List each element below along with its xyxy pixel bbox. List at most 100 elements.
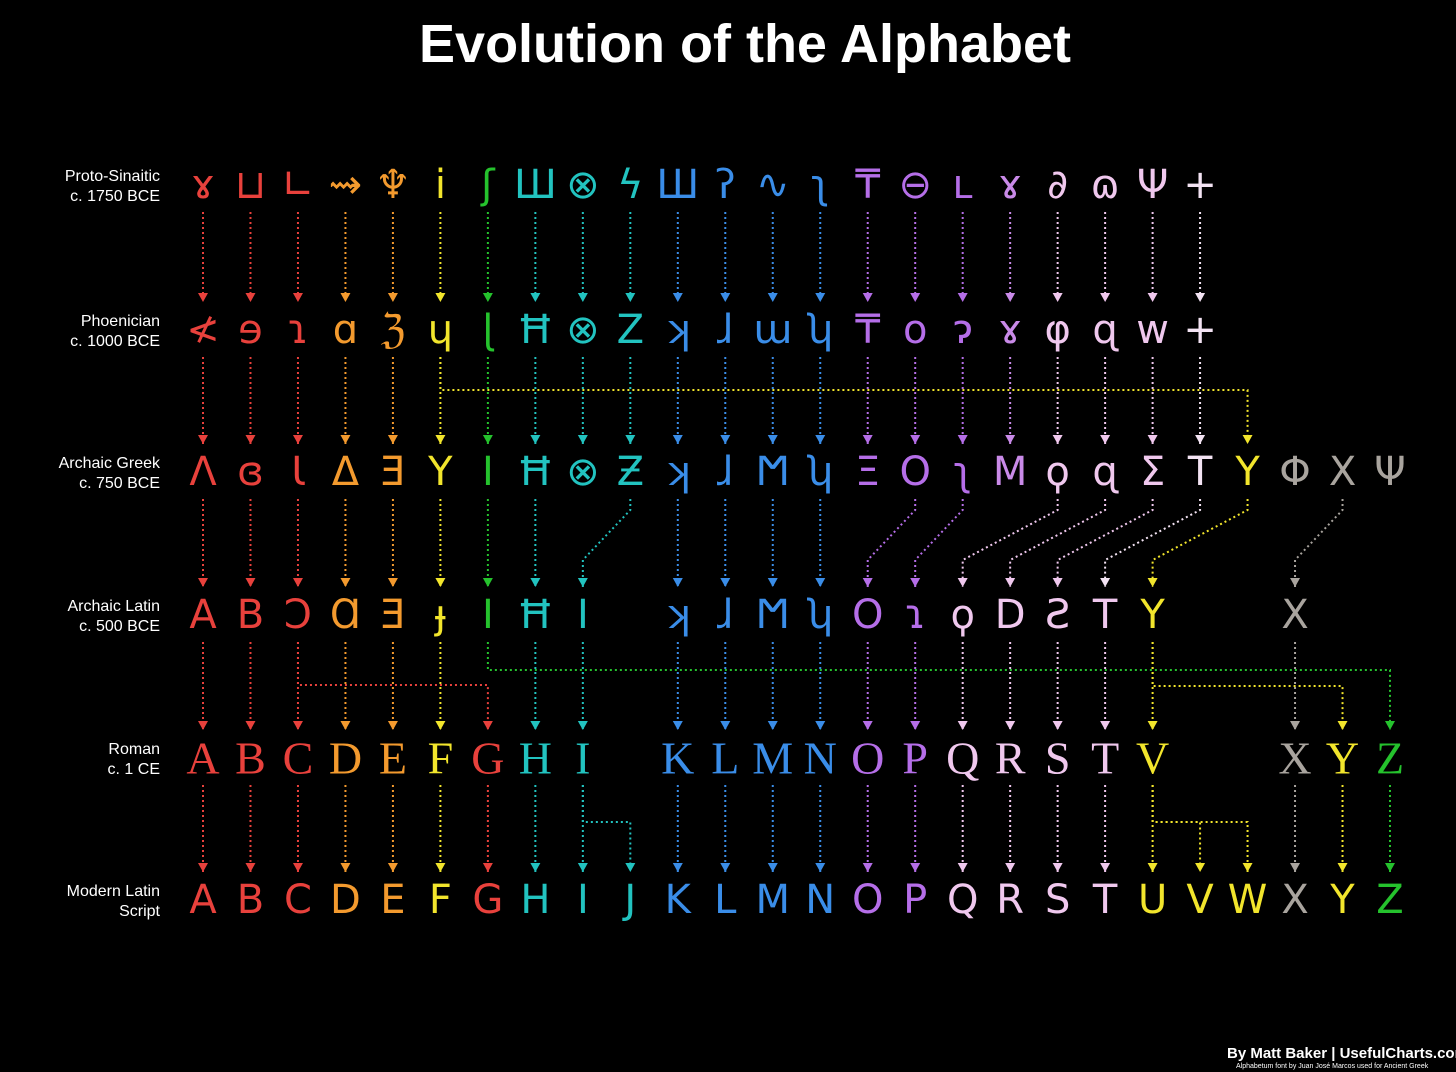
row-label: Roman [108, 741, 160, 758]
arrowhead [577, 721, 588, 730]
arrowhead [1195, 435, 1206, 444]
glyph: V [1186, 877, 1214, 923]
font-note: Alphabetum font by Juan José Marcos used… [1236, 1063, 1429, 1070]
arrowhead [625, 863, 636, 872]
glyph: I [575, 733, 590, 784]
glyph: ɤ [191, 162, 215, 208]
glyph: ɺ [717, 307, 734, 353]
glyph: ʅ [953, 449, 971, 495]
row-label: Modern Latin [67, 883, 160, 900]
glyph: ₸ [855, 162, 881, 208]
glyph: Ǝ [380, 449, 405, 495]
arrowhead [340, 435, 351, 444]
glyph: H [519, 733, 552, 784]
glyph: G [471, 733, 504, 784]
arrowhead [482, 863, 493, 872]
arrowhead [482, 578, 493, 587]
arrowhead [292, 293, 303, 302]
glyph: F [429, 877, 452, 923]
glyph: ɟ [434, 592, 446, 638]
arrowhead [910, 721, 921, 730]
glyph: + [1183, 307, 1217, 353]
glyph: T [1091, 733, 1119, 784]
glyph: ɞ [237, 449, 264, 495]
glyph: ∟ [281, 162, 315, 208]
glyph: ϟ [617, 162, 643, 208]
arrowhead [387, 435, 398, 444]
arrowhead [292, 863, 303, 872]
arrowhead [1147, 435, 1158, 444]
glyph: ϙ [1045, 449, 1069, 495]
glyph: Ш [656, 162, 699, 208]
glyph: Z [1376, 733, 1404, 784]
glyph: G [472, 877, 503, 923]
arrowhead [815, 578, 826, 587]
arrowhead [910, 293, 921, 302]
arrowhead [435, 721, 446, 730]
glyph: ⅰ [435, 162, 446, 208]
arrowhead [245, 863, 256, 872]
glyph: Τ [1187, 449, 1213, 495]
glyph: O [899, 449, 930, 495]
arrowhead [625, 293, 636, 302]
glyph: ϙ [950, 592, 974, 638]
row-period: Script [119, 903, 160, 920]
connector [1104, 499, 1202, 587]
glyph: ʮ [807, 449, 833, 495]
glyph: N [804, 733, 837, 784]
arrowhead [1147, 863, 1158, 872]
arrowhead [672, 863, 683, 872]
arrowhead [1242, 435, 1253, 444]
arrowhead [530, 293, 541, 302]
glyph: C [284, 877, 312, 923]
arrowhead [672, 578, 683, 587]
row-label: Proto-Sinaitic [65, 168, 160, 185]
glyph: R [996, 877, 1024, 923]
glyph: N [805, 877, 835, 923]
glyph: ♆ [375, 162, 411, 208]
glyph: ɑ [333, 307, 358, 353]
glyph: Υ [1234, 449, 1260, 495]
glyph: Z [617, 307, 644, 353]
glyph: ʮ [807, 307, 833, 353]
arrowhead [767, 293, 778, 302]
glyph: A [189, 877, 217, 923]
arrowhead [767, 578, 778, 587]
arrowhead [957, 578, 968, 587]
glyph: Ϻ [756, 449, 791, 495]
glyph: Ψ [1137, 162, 1168, 208]
arrowhead [815, 863, 826, 872]
glyph: ɭ [482, 307, 494, 353]
connector [1151, 499, 1249, 587]
glyph: E [379, 733, 407, 784]
arrowhead [1100, 721, 1111, 730]
glyph: ⊗ [566, 307, 600, 353]
arrowhead [720, 435, 731, 444]
arrowhead [340, 293, 351, 302]
arrowhead [1005, 293, 1016, 302]
glyph: ɿ [905, 592, 926, 638]
arrowhead [530, 435, 541, 444]
glyph: ɿ [287, 307, 308, 353]
arrowhead [1052, 578, 1063, 587]
arrowhead [530, 863, 541, 872]
glyph: Ħ [517, 307, 554, 353]
glyph: ⊗ [566, 162, 600, 208]
arrowhead [530, 578, 541, 587]
glyph: M [752, 733, 793, 784]
glyph: ɋ [1092, 307, 1119, 353]
glyph: O [851, 733, 884, 784]
connector [961, 499, 1059, 587]
arrowhead [292, 435, 303, 444]
arrowhead [815, 293, 826, 302]
glyph: L [714, 877, 737, 923]
glyph: ℨ [381, 307, 406, 353]
arrowhead [1100, 578, 1111, 587]
glyph: Σ [1140, 449, 1165, 495]
glyph: R [995, 733, 1026, 784]
arrowhead [340, 721, 351, 730]
glyph: Q [946, 733, 979, 784]
arrowhead [340, 863, 351, 872]
glyph: ∂ [1047, 162, 1068, 208]
